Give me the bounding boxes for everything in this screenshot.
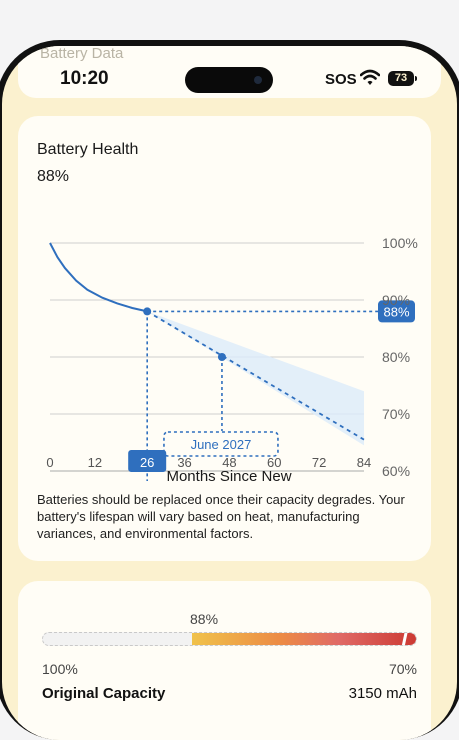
replacement-note: Batteries should be replaced once their … (37, 492, 405, 541)
battery-health-chart: June 2027 88% 100% 90% 80% 70% 60% 0 12 26 36 48 6… (46, 235, 418, 485)
x-tick-label: 12 (88, 455, 102, 470)
y-tick-label: 90% (382, 292, 410, 308)
capacity-bar-max: 70% (388, 661, 417, 677)
milestone-label-box (163, 431, 279, 457)
y-tick-label: 70% (382, 406, 410, 422)
screen: Battery Data 10:20 SOS 73 Battery Health… (2, 46, 457, 740)
wifi-icon (360, 69, 380, 85)
x-tick-highlight (128, 450, 167, 472)
y-tick-label: 60% (382, 463, 410, 479)
capacity-bar-percent: 88% (190, 611, 219, 627)
x-tick-label: 26 (140, 455, 154, 470)
x-tick-label: 0 (46, 455, 53, 470)
y-tick-label: 100% (382, 235, 418, 251)
x-tick-label: 60 (267, 455, 281, 470)
projection-band (147, 311, 364, 446)
carrier-status: SOS (325, 71, 357, 88)
projected-health-line (146, 310, 365, 441)
card-title: Battery Health (37, 141, 139, 158)
x-tick-label: 84 (357, 455, 371, 470)
y-tick-label: 80% (382, 349, 410, 365)
current-value-label: 88% (383, 304, 409, 319)
camera-dot (254, 76, 262, 84)
milestone-point (217, 353, 226, 361)
battery-health-card: Battery Health 88% June 2027 88% 100% 90% 8… (18, 116, 431, 561)
status-bar: 10:20 SOS 73 (2, 64, 457, 96)
battery-icon: 73 (388, 71, 417, 86)
current-value-badge (378, 300, 415, 323)
status-time: 10:20 (60, 68, 109, 89)
x-axis-label: Months Since New (166, 468, 291, 485)
x-tick-label: 36 (177, 455, 191, 470)
x-tick-label: 72 (312, 455, 326, 470)
milestone-label: June 2027 (191, 437, 252, 452)
x-tick-label: 48 (222, 455, 236, 470)
faded-page-title: Battery Data (40, 46, 124, 62)
phone-frame: Battery Data 10:20 SOS 73 Battery Health… (0, 40, 459, 740)
capacity-bar-min: 100% (42, 661, 78, 677)
capacity-card: 88% 100% 70% Original Capacity 3150 mAh (18, 581, 431, 740)
capacity-bar (42, 632, 417, 646)
health-value: 88% (37, 168, 70, 185)
measured-health-line (49, 242, 148, 313)
current-point (143, 307, 152, 316)
capacity-bar-fill (192, 633, 416, 645)
